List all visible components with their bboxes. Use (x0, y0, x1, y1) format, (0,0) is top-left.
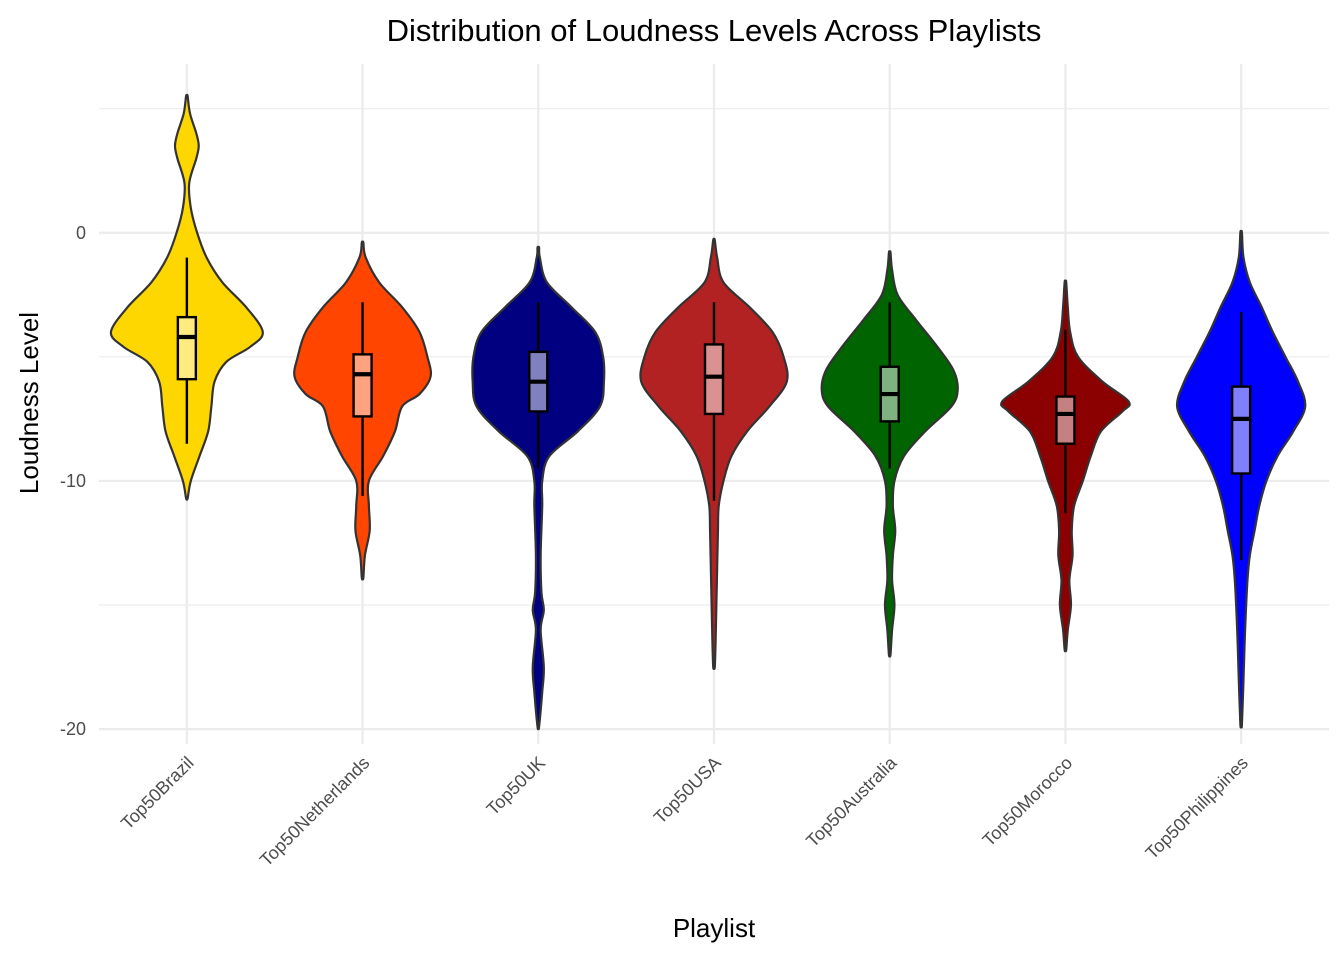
y-tick-label: -10 (60, 471, 86, 491)
box-Top50USA (703, 343, 725, 416)
x-tick-label: Top50Brazil (117, 753, 198, 834)
x-axis-title: Playlist (673, 913, 756, 943)
x-tick-label: Top50Australia (802, 752, 901, 851)
violin-Top50UK (471, 245, 606, 731)
x-tick-label: Top50UK (483, 753, 550, 820)
x-tick-label: Top50Morocco (979, 753, 1077, 851)
box-Top50Netherlands (352, 353, 373, 418)
x-tick-label: Top50USA (650, 753, 725, 828)
y-axis-title: Loudness Level (14, 312, 44, 494)
box-Top50Morocco (1055, 395, 1076, 445)
chart-title: Distribution of Loudness Levels Across P… (387, 13, 1042, 48)
x-tick-label: Top50Netherlands (256, 753, 373, 870)
x-tick-labels: Top50Brazil Top50Netherlands Top50UK Top50U… (117, 752, 1252, 870)
y-tick-label: -20 (60, 719, 86, 739)
box-Top50Philippines (1230, 385, 1252, 475)
boxplots (176, 257, 1252, 561)
x-tick-label: Top50Philippines (1142, 753, 1252, 863)
y-tick-labels: 0 -10 -20 (60, 223, 86, 739)
box-Top50Brazil (176, 315, 198, 381)
y-tick-label: 0 (76, 223, 86, 243)
